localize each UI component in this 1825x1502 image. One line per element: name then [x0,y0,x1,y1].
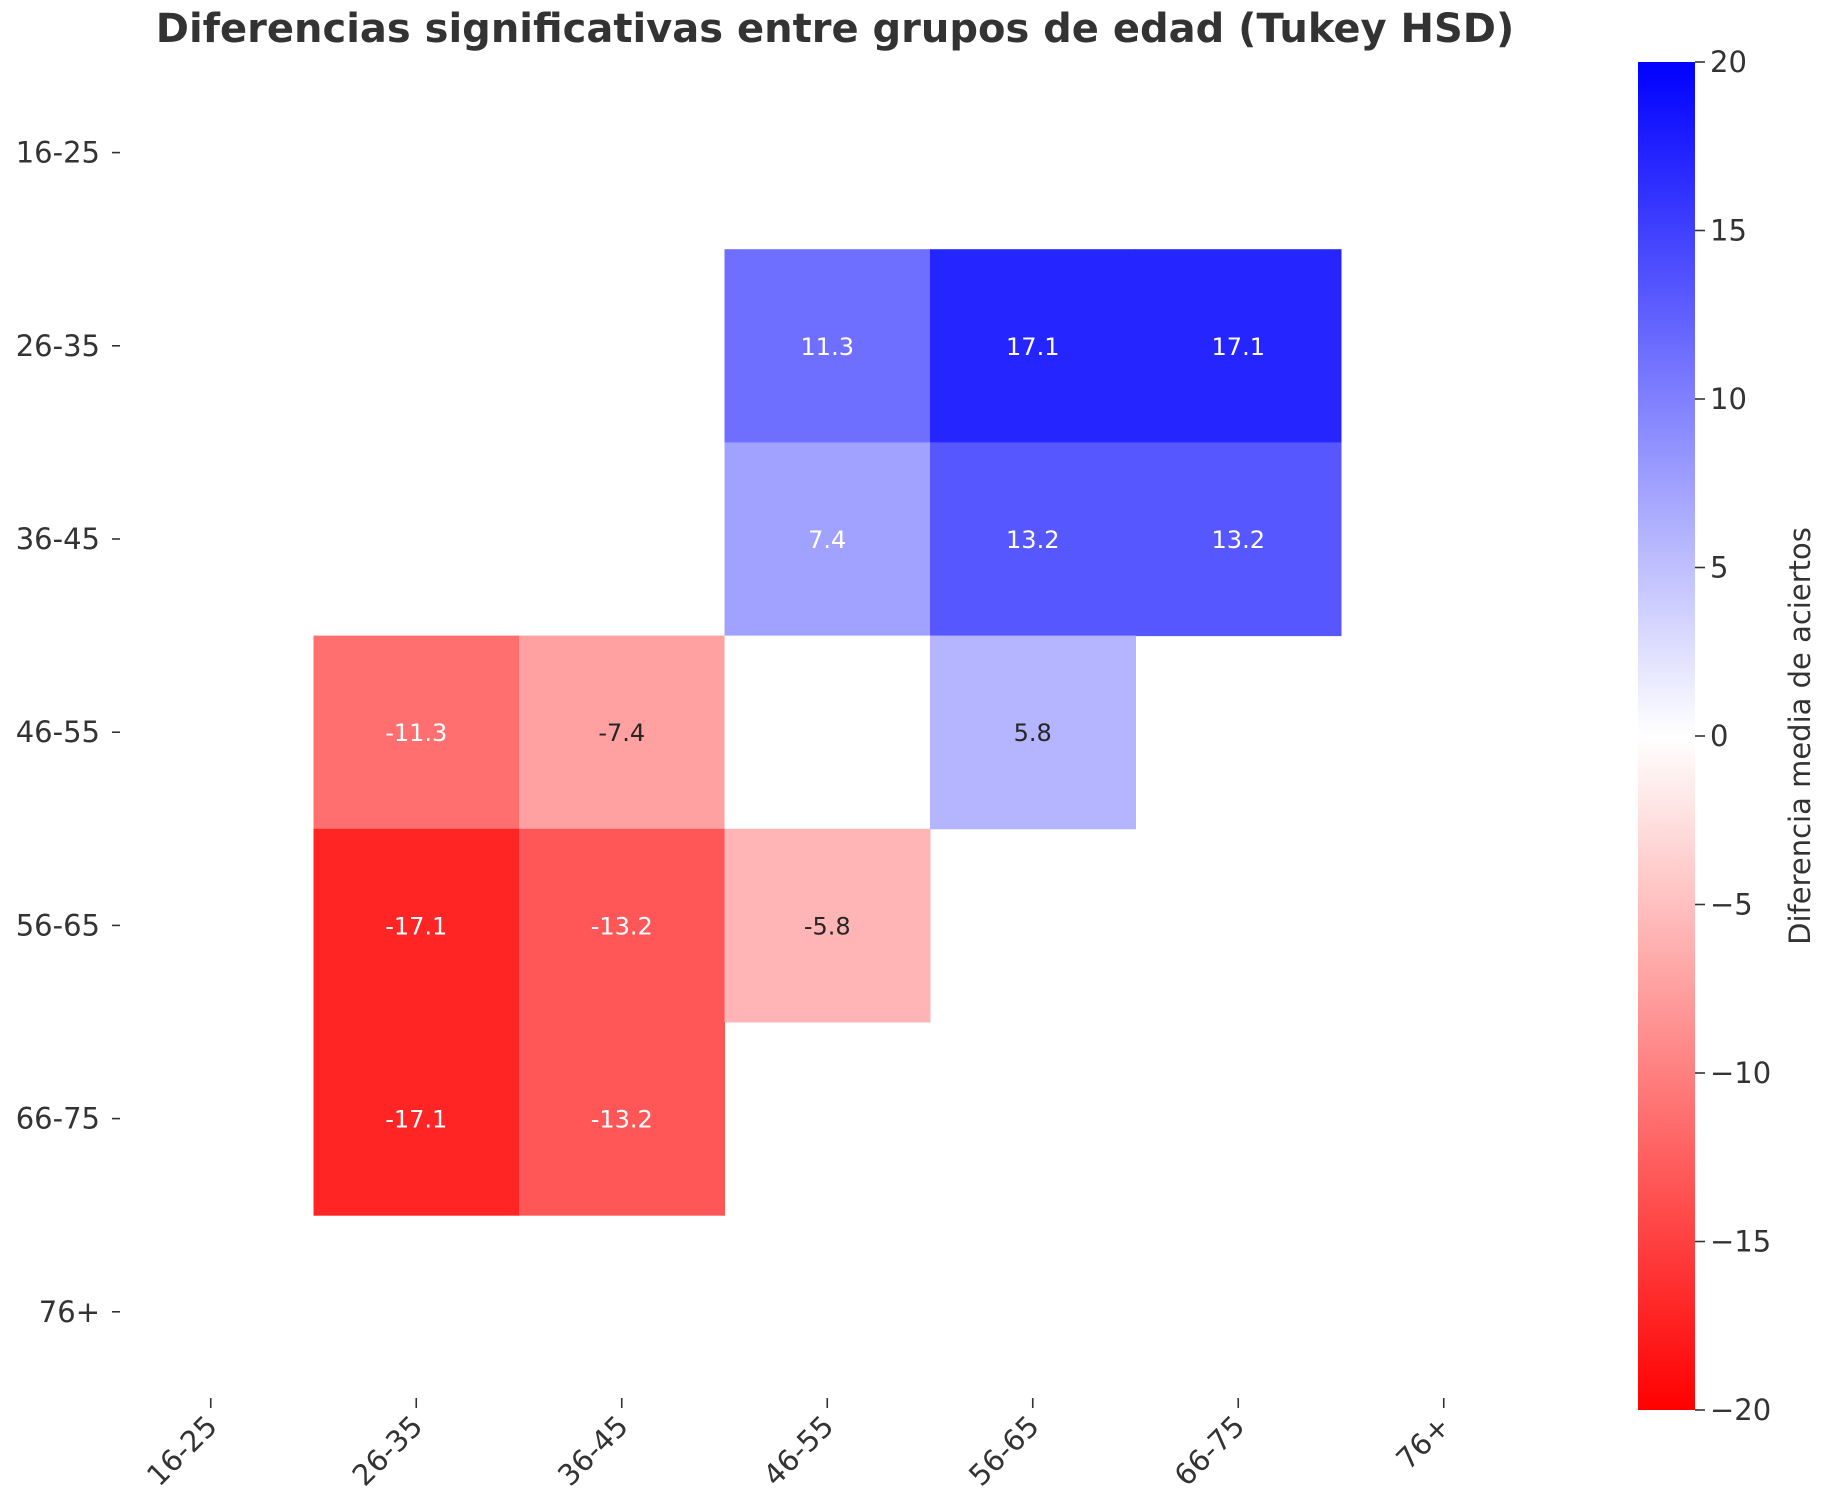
colorbar-tick-label: −5 [1710,888,1753,922]
chart-title: Diferencias significativas entre grupos … [156,6,1515,52]
y-tick-label: 46-55 [16,715,100,749]
cell-value-label: -7.4 [598,719,645,747]
heatmap-cell [930,635,1136,830]
heatmap-cell [1135,442,1342,637]
heatmap-cell [313,635,520,830]
y-tick-label: 16-25 [16,136,100,170]
x-tick-label: 56-65 [962,1409,1046,1493]
colorbar-tick-label: −10 [1710,1056,1771,1090]
colorbar-tick-label: −20 [1710,1393,1771,1427]
cell-value-label: -17.1 [385,1106,447,1134]
cell-value-label: 13.2 [1006,526,1059,554]
cell-value-label: -17.1 [385,912,447,940]
cell-value-label: -13.2 [591,1106,653,1134]
y-tick-label: 66-75 [16,1102,100,1136]
heatmap-cell [724,828,931,1023]
heatmap-cells [313,249,1342,1216]
colorbar-gradient [1638,62,1695,1410]
cell-value-label: 17.1 [1212,333,1265,361]
heatmap-cell [724,249,931,443]
cell-value-label: -13.2 [591,912,653,940]
cell-value-label: 5.8 [1014,719,1052,747]
x-tick-label: 26-35 [346,1409,430,1493]
colorbar-tick-label: 5 [1710,551,1728,585]
x-tick-label: 76+ [1389,1409,1456,1476]
heatmap-cell [724,442,931,637]
colorbar-tick-label: 20 [1710,45,1747,79]
colorbar-ticks: 20 15 10 5 0 −5 −10 −15 −20 [1695,45,1771,1427]
colorbar: 20 15 10 5 0 −5 −10 −15 −20 Diferencia media de … [1638,45,1817,1427]
y-tick-label: 76+ [39,1295,100,1329]
heatmap-cell [519,828,725,1023]
heatmap-cell [313,828,520,1023]
heatmap-cell [930,249,1136,443]
colorbar-tick-label: 15 [1710,214,1747,248]
cell-value-label: 11.3 [801,333,854,361]
colorbar-tick-label: 10 [1710,382,1747,416]
heatmap-cell [519,1022,725,1216]
cell-value-label: -5.8 [804,912,851,940]
colorbar-label: Diferencia media de aciertos [1783,527,1817,945]
x-tick-label: 46-55 [757,1409,841,1493]
x-tick-label: 16-25 [140,1409,224,1493]
y-tick-label: 26-35 [16,329,100,363]
cell-value-label: 7.4 [808,526,846,554]
x-tick-label: 36-45 [551,1409,635,1493]
cell-value-label: -11.3 [385,719,447,747]
heatmap-cell [313,1022,520,1216]
y-tick-label: 36-45 [16,522,100,556]
y-tick-label: 56-65 [16,908,100,942]
colorbar-tick-label: −15 [1710,1225,1771,1259]
heatmap-cell [519,635,725,830]
heatmap-cell [1135,249,1342,443]
x-axis: 16-25 26-35 36-45 46-55 56-65 66-75 76+ [140,1398,1457,1493]
x-tick-label: 66-75 [1168,1409,1252,1493]
y-axis: 16-25 26-35 36-45 46-55 56-65 66-75 76+ [16,136,120,1329]
heatmap-cell [724,635,931,830]
cell-annotations: 11.3 17.1 17.1 7.4 13.2 13.2 -11.3 -7.4 5.8 -17.1… [385,333,1265,1134]
colorbar-tick-label: 0 [1710,719,1728,753]
cell-value-label: 13.2 [1212,526,1265,554]
heatmap-cell [930,442,1136,637]
cell-value-label: 17.1 [1006,333,1059,361]
